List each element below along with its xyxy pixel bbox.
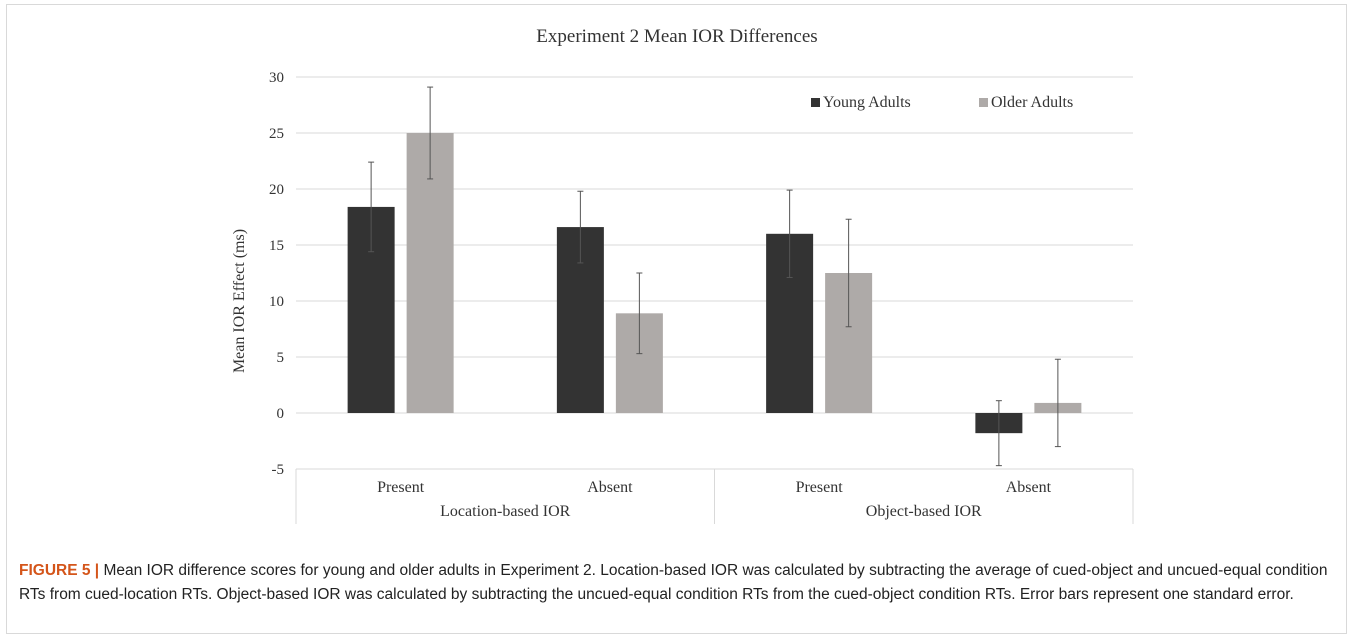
y-tick-label: 10 [269, 294, 284, 310]
bars [347, 133, 1082, 434]
y-tick-label: -5 [272, 462, 285, 478]
x-tick-label: Absent [1006, 479, 1052, 496]
y-axis-ticks: -5 0 5 10 15 20 25 30 [269, 70, 284, 478]
y-tick-label: 5 [277, 350, 285, 366]
x-tick-label: Absent [587, 479, 633, 496]
chart-title: Experiment 2 Mean IOR Differences [536, 26, 817, 47]
y-tick-label: 0 [277, 406, 285, 422]
y-axis-label: Mean IOR Effect (ms) [231, 229, 248, 373]
y-tick-label: 25 [269, 126, 284, 142]
y-tick-label: 30 [269, 70, 284, 86]
figure-frame [6, 4, 1347, 634]
figure-caption: FIGURE 5 | Mean IOR difference scores fo… [19, 559, 1339, 607]
legend-swatch-young-adults [811, 98, 820, 107]
x-tick-label: Present [377, 479, 425, 496]
y-tick-label: 20 [269, 182, 284, 198]
x-tick-label: Present [796, 479, 844, 496]
error-bars [368, 86, 1061, 467]
caption-text: Mean IOR difference scores for young and… [19, 562, 1328, 603]
bar [406, 133, 454, 413]
y-tick-label: 15 [269, 238, 284, 254]
figure-label: FIGURE 5 | [19, 562, 100, 579]
legend-swatch-older-adults [979, 98, 988, 107]
legend-label-older-adults: Older Adults [991, 94, 1073, 111]
x-group-label: Location-based IOR [440, 503, 571, 520]
legend-label-young-adults: Young Adults [823, 94, 911, 111]
x-group-label: Object-based IOR [866, 503, 982, 520]
legend: Young Adults Older Adults [811, 94, 1073, 111]
bar-chart: Experiment 2 Mean IOR Differences -5 0 5 10… [231, 26, 1134, 524]
x-axis: Present Absent Present Absent Location-based… [377, 469, 1134, 524]
